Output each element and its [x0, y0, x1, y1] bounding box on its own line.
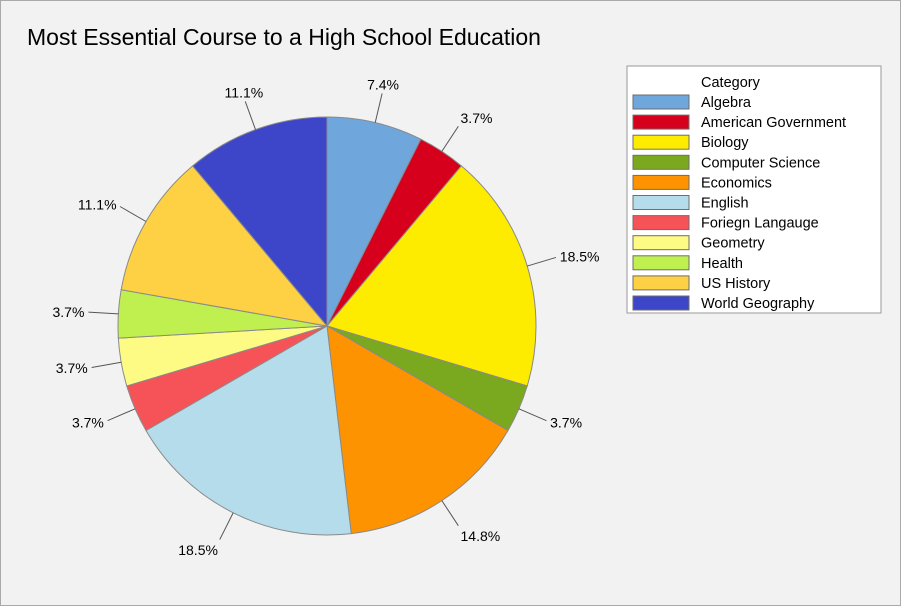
leader-line — [107, 408, 136, 422]
leader-line — [119, 206, 147, 222]
legend-label: Foriegn Langauge — [701, 216, 819, 232]
legend-swatch — [632, 215, 690, 231]
slice-label: 3.7% — [56, 360, 88, 376]
pie-slice-us-history — [120, 165, 329, 327]
leader-line — [374, 93, 383, 123]
legend-label: Algebra — [701, 95, 752, 111]
pie-slice-world-geography — [191, 116, 328, 328]
legend: Category Algebra American Government Biolo… — [626, 65, 882, 314]
legend-swatch — [632, 154, 690, 170]
slice-label: 3.7% — [72, 414, 104, 430]
leader-line — [441, 500, 459, 526]
legend-items: Algebra American Government Biology Compute… — [632, 94, 846, 312]
leader-line — [518, 408, 547, 422]
legend-swatch — [632, 255, 690, 271]
pie-slice-biology — [326, 165, 537, 387]
leader-lines — [88, 93, 557, 540]
leader-line — [527, 256, 557, 267]
legend-swatch — [632, 114, 690, 130]
pie-slice-english — [145, 325, 352, 536]
chart-title: Most Essential Course to a High School E… — [27, 24, 541, 50]
legend-swatch — [632, 295, 690, 311]
legend-label: World Geography — [701, 296, 815, 312]
slice-label: 7.4% — [367, 77, 399, 93]
slice-labels: 7.4% 3.7% 18.5% 3.7% 14.8% 18.5% 3.7% 3.7% 3.7% 1… — [52, 77, 599, 559]
pie-slices — [117, 116, 537, 536]
leader-line — [91, 361, 122, 368]
pie-slice-economics — [326, 325, 509, 535]
slice-label: 11.1% — [225, 85, 264, 101]
legend-label: Health — [701, 256, 743, 272]
legend-swatch — [632, 195, 690, 210]
legend-label: US History — [701, 276, 771, 292]
leader-line — [244, 101, 256, 130]
legend-swatch — [632, 275, 690, 291]
legend-swatch — [632, 174, 690, 190]
slice-label: 14.8% — [461, 528, 501, 544]
legend-label: English — [701, 196, 749, 212]
legend-swatch — [632, 94, 690, 110]
leader-line — [219, 512, 234, 540]
legend-label: American Government — [701, 115, 846, 131]
slice-label: 18.5% — [560, 248, 600, 264]
legend-label: Geometry — [701, 236, 765, 252]
legend-swatch — [632, 235, 690, 251]
legend-label: Computer Science — [701, 155, 820, 171]
slice-label: 11.1% — [78, 197, 117, 213]
slice-label: 3.7% — [52, 304, 84, 320]
slice-label: 18.5% — [178, 542, 218, 558]
legend-label: Economics — [701, 175, 772, 191]
leader-line — [88, 311, 119, 315]
legend-label: Biology — [701, 135, 749, 151]
slice-label: 3.7% — [461, 110, 493, 126]
slice-label: 3.7% — [550, 414, 582, 430]
leader-line — [441, 126, 459, 152]
legend-title: Category — [701, 75, 761, 91]
pie-slice-algebra — [326, 116, 422, 327]
legend-swatch — [632, 134, 690, 150]
